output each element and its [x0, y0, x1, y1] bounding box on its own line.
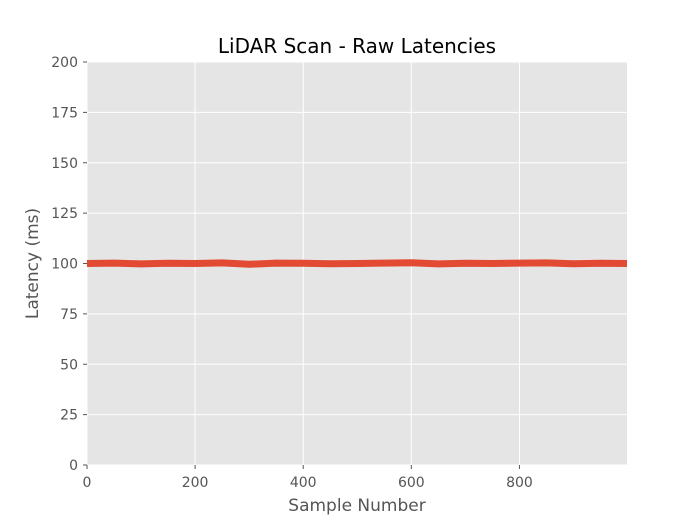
chart-title: LiDAR Scan - Raw Latencies: [218, 34, 496, 58]
series-layer: [86, 259, 628, 268]
x-axis-label: Sample Number: [288, 496, 425, 516]
x-tick-label: 600: [398, 475, 425, 491]
x-tick-label: 400: [290, 475, 317, 491]
x-tick-label: 800: [506, 475, 533, 491]
y-tick-label: 0: [69, 458, 78, 474]
x-tick-label: 200: [182, 475, 209, 491]
x-tick-label: 0: [83, 475, 92, 491]
y-tick-label: 200: [51, 55, 78, 71]
y-tick-label: 150: [51, 156, 78, 172]
y-tick-label: 175: [51, 105, 78, 121]
y-tick-label: 25: [60, 408, 78, 424]
tick-marks: [83, 61, 520, 469]
y-tick-label: 75: [60, 307, 78, 323]
y-axis-label: Latency (ms): [23, 208, 43, 319]
y-tick-label: 50: [60, 357, 78, 373]
y-tick-label: 125: [51, 206, 78, 222]
y-tick-label: 100: [51, 257, 78, 273]
series-line: [86, 259, 628, 268]
tick-labels: 0 25 50 75 100 125 150 175 200 0 200 400 600 800: [51, 55, 533, 491]
